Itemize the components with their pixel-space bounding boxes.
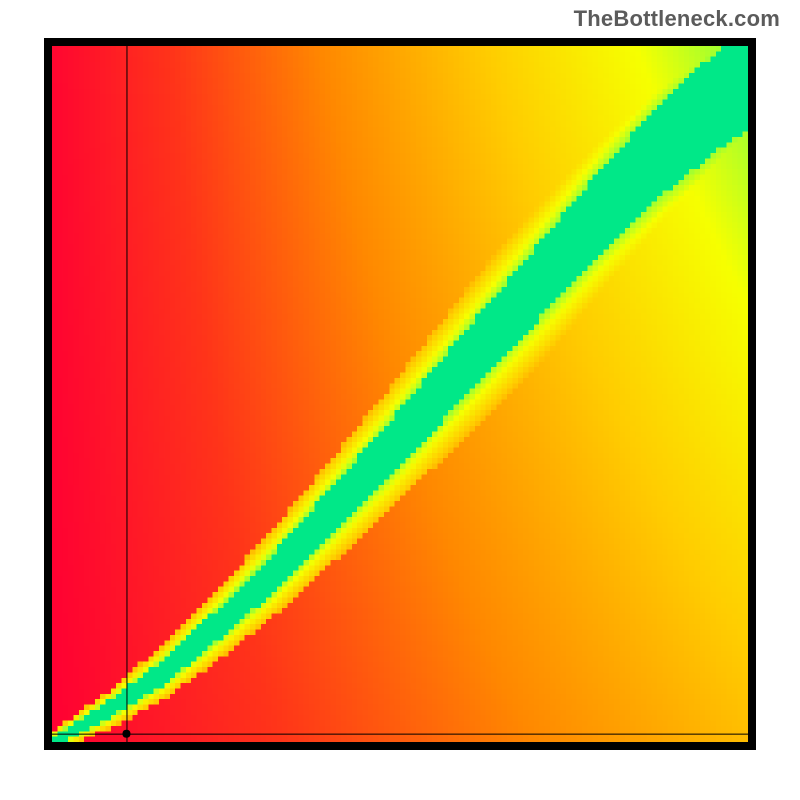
heatmap-container	[52, 46, 748, 742]
watermark-text: TheBottleneck.com	[574, 6, 780, 32]
heatmap-frame	[44, 38, 756, 750]
crosshair-overlay	[52, 46, 748, 742]
